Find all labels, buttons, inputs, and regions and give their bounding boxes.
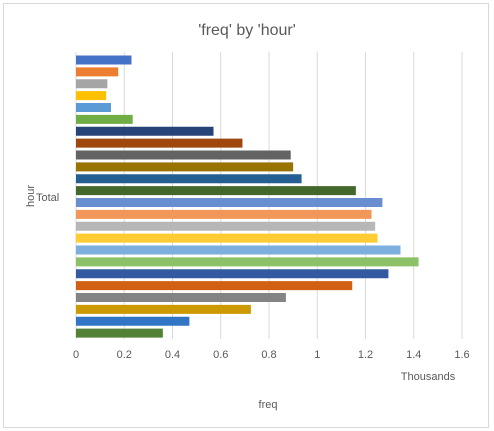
bar <box>76 138 243 148</box>
x-tick-label: 0.6 <box>213 349 228 361</box>
x-tick-label: 1.6 <box>454 349 469 361</box>
bar <box>76 79 108 89</box>
category-label: Total <box>36 192 59 204</box>
x-tick-label: 0 <box>73 349 79 361</box>
bar <box>76 316 190 326</box>
bar <box>76 328 163 338</box>
x-tick-label: 1 <box>314 349 320 361</box>
bar <box>76 103 111 112</box>
bar <box>76 221 376 231</box>
bar <box>76 67 119 77</box>
bar <box>76 269 389 279</box>
bar <box>76 150 291 160</box>
bar <box>76 198 383 207</box>
bar <box>76 293 286 302</box>
bar <box>76 91 107 101</box>
x-units-label: Thousands <box>401 371 456 383</box>
bars <box>76 55 419 338</box>
bar <box>76 281 353 291</box>
bar <box>76 162 294 172</box>
x-tick-labels: 0 0.2 0.4 0.6 0.8 1 1.2 1.4 1.6 <box>73 349 470 361</box>
x-tick-label: 0.8 <box>261 349 276 361</box>
x-tick-label: 0.4 <box>165 349 180 361</box>
x-tick-label: 1.4 <box>406 349 421 361</box>
bar <box>76 257 419 267</box>
bar <box>76 126 214 136</box>
bar <box>76 233 378 243</box>
bar <box>76 114 133 124</box>
bar <box>76 304 251 314</box>
y-axis-title: hour <box>25 185 37 207</box>
bar <box>76 55 132 65</box>
chart-title: 'freq' by 'hour' <box>198 22 296 39</box>
bar <box>76 174 302 184</box>
bar <box>76 245 401 255</box>
x-tick-label: 0.2 <box>117 349 132 361</box>
bar <box>76 209 372 219</box>
x-axis-title: freq <box>259 399 278 411</box>
bar <box>76 186 356 196</box>
x-tick-label: 1.2 <box>358 349 373 361</box>
